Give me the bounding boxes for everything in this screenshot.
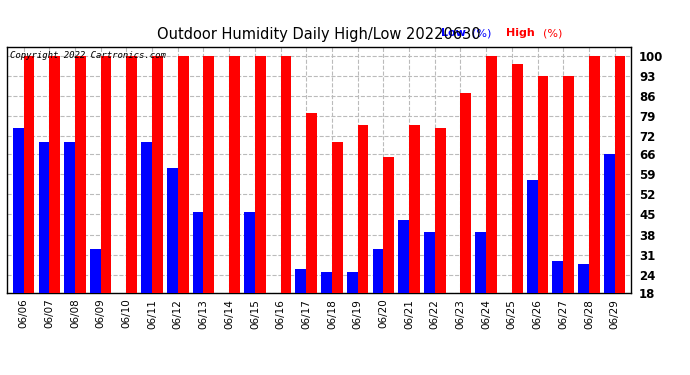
Bar xyxy=(526,180,538,292)
Bar xyxy=(178,56,188,292)
Bar xyxy=(75,56,86,292)
Bar xyxy=(475,232,486,292)
Bar xyxy=(486,56,497,292)
Text: (%): (%) xyxy=(542,28,562,38)
Bar xyxy=(255,56,266,292)
Bar xyxy=(141,142,152,292)
Text: Copyright 2022 Cartronics.com: Copyright 2022 Cartronics.com xyxy=(10,51,166,60)
Bar xyxy=(538,76,549,292)
Bar xyxy=(578,264,589,292)
Bar xyxy=(589,56,600,292)
Bar xyxy=(553,261,563,292)
Bar xyxy=(373,249,384,292)
Bar xyxy=(460,93,471,292)
Title: Outdoor Humidity Daily High/Low 20220630: Outdoor Humidity Daily High/Low 20220630 xyxy=(157,27,481,42)
Bar xyxy=(435,128,446,292)
Bar xyxy=(39,142,49,292)
Bar xyxy=(384,157,394,292)
Text: Low: Low xyxy=(441,28,466,38)
Bar xyxy=(204,56,215,292)
Bar xyxy=(167,168,178,292)
Bar xyxy=(23,56,34,292)
Bar xyxy=(49,56,60,292)
Bar xyxy=(398,220,409,292)
Bar xyxy=(64,142,75,292)
Bar xyxy=(615,56,625,292)
Bar xyxy=(126,56,137,292)
Bar xyxy=(193,211,204,292)
Bar xyxy=(13,128,23,292)
Bar xyxy=(101,56,112,292)
Bar xyxy=(229,56,240,292)
Bar xyxy=(357,125,368,292)
Bar xyxy=(604,154,615,292)
Bar xyxy=(321,272,332,292)
Bar xyxy=(424,232,435,292)
Text: (%): (%) xyxy=(472,28,491,38)
Bar xyxy=(332,142,343,292)
Bar xyxy=(409,125,420,292)
Bar xyxy=(306,113,317,292)
Bar xyxy=(295,269,306,292)
Bar xyxy=(281,56,291,292)
Bar xyxy=(244,211,255,292)
Bar xyxy=(347,272,357,292)
Bar xyxy=(152,56,163,292)
Bar xyxy=(563,76,574,292)
Text: High: High xyxy=(506,28,535,38)
Bar xyxy=(90,249,101,292)
Bar xyxy=(512,64,522,292)
